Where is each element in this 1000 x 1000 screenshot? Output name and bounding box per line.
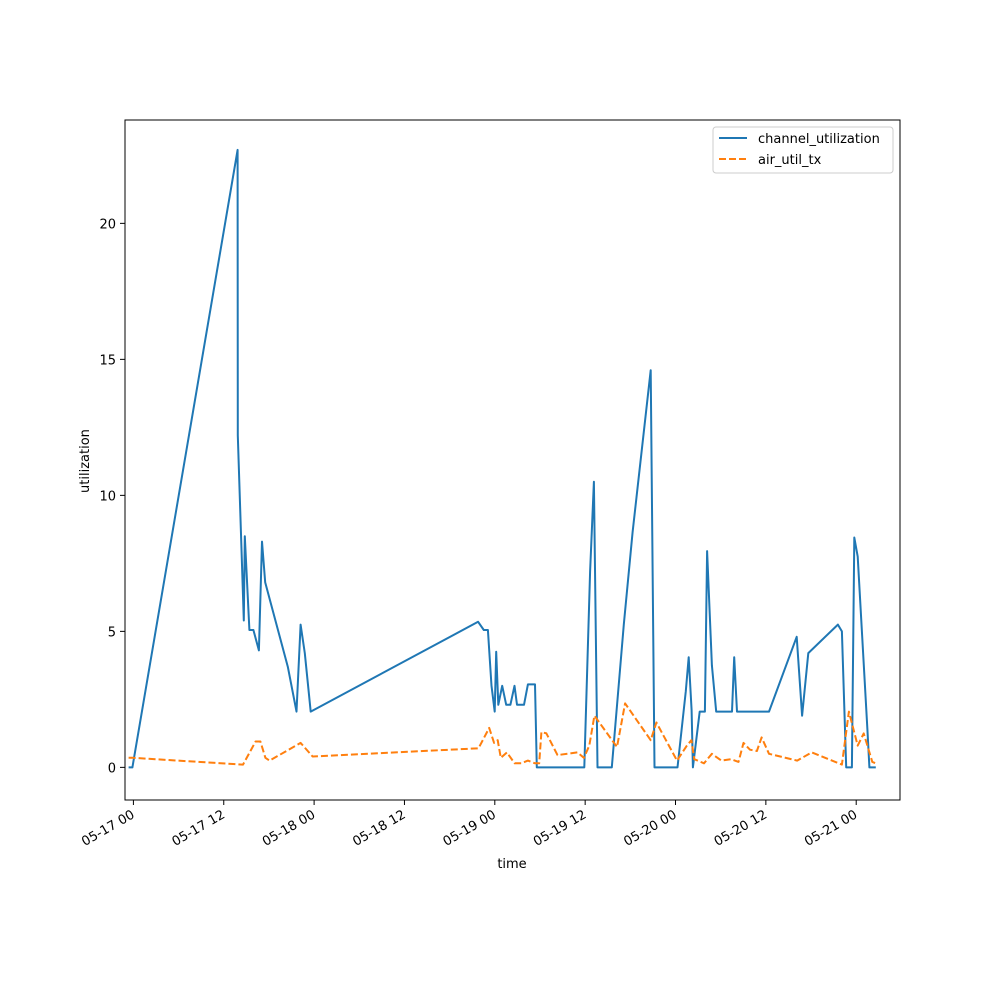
plot-area [124,119,901,801]
y-axis-label: utilization [78,429,93,493]
axes-frame [124,119,901,801]
series-line-channel-utilization [128,148,876,769]
y-axis-ticks: 0 5 10 15 20 [99,217,125,776]
y-tick-label: 15 [99,353,116,368]
y-tick-label: 5 [108,625,116,640]
y-tick-label: 10 [99,489,116,504]
axes-background [125,120,900,800]
legend-label-channel-utilization: channel_utilization [758,132,880,147]
legend-label-air-util-tx: air_util_tx [758,153,822,168]
legend: channel_utilization air_util_tx [712,126,894,174]
y-tick-label: 0 [108,761,116,776]
series-layer [128,148,877,769]
x-axis-label: time [497,857,526,872]
series-line-air-util-tx [128,702,877,766]
y-tick-label: 20 [99,217,116,232]
legend-box [712,126,894,174]
